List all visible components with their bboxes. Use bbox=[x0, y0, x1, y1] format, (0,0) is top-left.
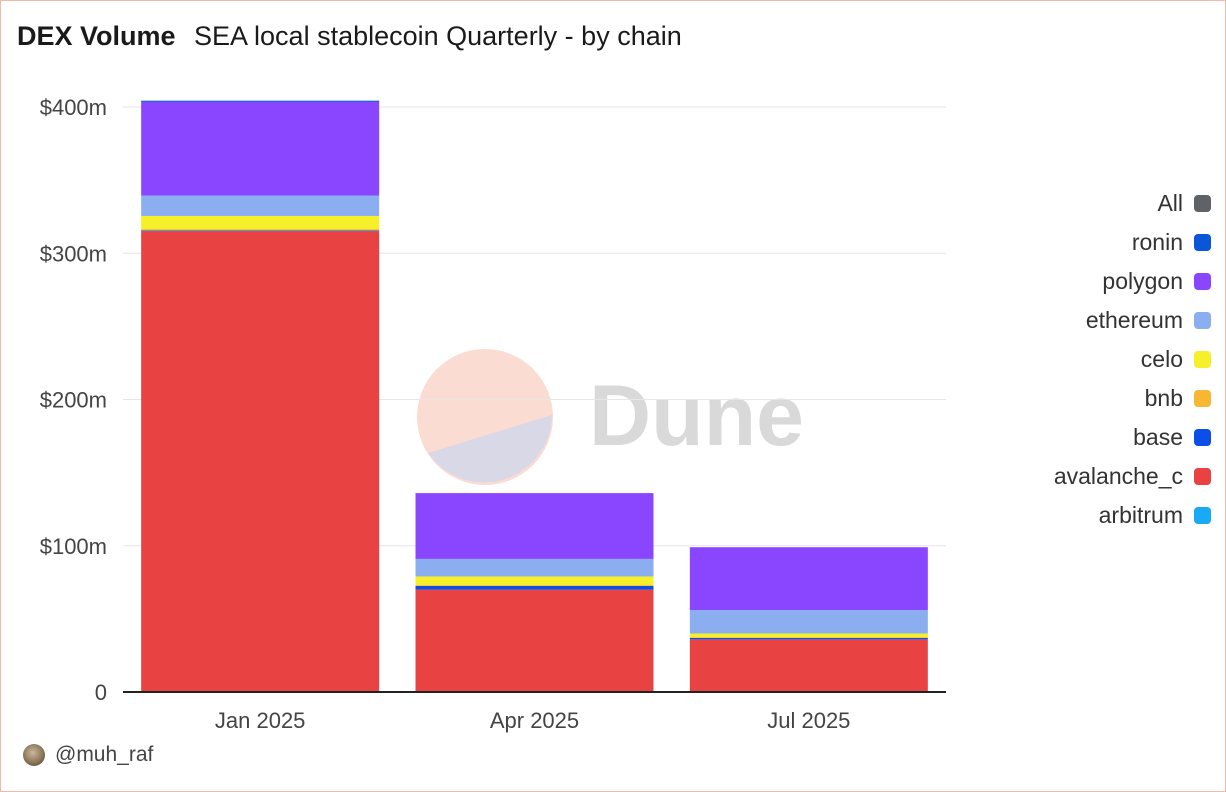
y-tick-label: $300m bbox=[40, 241, 107, 266]
legend-swatch bbox=[1194, 390, 1211, 407]
author-avatar bbox=[23, 744, 45, 766]
legend-label: ethereum bbox=[1085, 307, 1183, 333]
legend-label: celo bbox=[1140, 346, 1183, 372]
author-handle: @muh_raf bbox=[55, 743, 154, 766]
legend-label: polygon bbox=[1102, 268, 1183, 294]
legend-swatch bbox=[1194, 351, 1211, 368]
bar-segment-polygon bbox=[141, 101, 380, 196]
y-tick-label: $100m bbox=[40, 534, 107, 559]
legend-swatch bbox=[1194, 273, 1211, 290]
legend-item-celo[interactable]: celo bbox=[991, 340, 1211, 379]
y-tick-label: $400m bbox=[40, 95, 107, 120]
legend-swatch bbox=[1194, 234, 1211, 251]
legend-label: arbitrum bbox=[1098, 502, 1183, 528]
legend-label: ronin bbox=[1131, 229, 1183, 255]
bar-segment-ethereum bbox=[415, 558, 654, 577]
legend-item-ronin[interactable]: ronin bbox=[991, 223, 1211, 262]
bar-segment-base bbox=[141, 230, 380, 232]
dune-watermark: Dune bbox=[417, 349, 804, 485]
legend-label: base bbox=[1133, 424, 1183, 450]
watermark-text: Dune bbox=[589, 368, 804, 464]
bar-segment-celo bbox=[689, 633, 928, 638]
legend-item-arbitrum[interactable]: arbitrum bbox=[991, 496, 1211, 535]
legend-label: bnb bbox=[1144, 385, 1183, 411]
bar-segment-ronin bbox=[141, 100, 380, 102]
y-tick-label: 0 bbox=[95, 680, 107, 705]
legend-item-All[interactable]: All bbox=[991, 184, 1211, 223]
bar-segment-polygon bbox=[415, 493, 654, 559]
x-tick-label: Jan 2025 bbox=[215, 708, 306, 733]
legend-swatch bbox=[1194, 312, 1211, 329]
legend-item-bnb[interactable]: bnb bbox=[991, 379, 1211, 418]
legend-swatch bbox=[1194, 429, 1211, 446]
legend-item-ethereum[interactable]: ethereum bbox=[991, 301, 1211, 340]
bar-segment-avalanche_c bbox=[141, 231, 380, 692]
legend-item-base[interactable]: base bbox=[991, 418, 1211, 457]
bar-segment-ethereum bbox=[141, 195, 380, 216]
legend-label: All bbox=[1157, 190, 1183, 216]
x-tick-label: Jul 2025 bbox=[767, 708, 850, 733]
legend-item-polygon[interactable]: polygon bbox=[991, 262, 1211, 301]
chart-title: DEX Volume bbox=[17, 21, 176, 51]
legend-swatch bbox=[1194, 507, 1211, 524]
bar-segment-polygon bbox=[689, 547, 928, 611]
bar-segment-bnb bbox=[415, 584, 654, 586]
chart-subtitle: SEA local stablecoin Quarterly - by chai… bbox=[194, 21, 682, 51]
legend-label: avalanche_c bbox=[1053, 463, 1183, 489]
chart-header: DEX Volume SEA local stablecoin Quarterl… bbox=[17, 21, 682, 55]
bar-segment-celo bbox=[415, 576, 654, 586]
bar-segment-celo bbox=[141, 215, 380, 230]
bar-segment-base bbox=[415, 585, 654, 590]
legend-swatch bbox=[1194, 195, 1211, 212]
legend-item-avalanche_c[interactable]: avalanche_c bbox=[991, 457, 1211, 496]
x-tick-label: Apr 2025 bbox=[490, 708, 579, 733]
author-footer: @muh_raf bbox=[23, 743, 153, 767]
bar-segment-avalanche_c bbox=[415, 589, 654, 692]
y-tick-label: $200m bbox=[40, 388, 107, 413]
bar-segment-bnb bbox=[141, 229, 380, 231]
bar-segment-avalanche_c bbox=[689, 639, 928, 692]
legend-swatch bbox=[1194, 468, 1211, 485]
chart-legend: All ronin polygon ethereum celo bnb base avalan… bbox=[991, 184, 1211, 535]
bar-segment-ethereum bbox=[689, 610, 928, 634]
bar-segment-base bbox=[689, 637, 928, 640]
watermark-logo-segment bbox=[428, 415, 552, 483]
